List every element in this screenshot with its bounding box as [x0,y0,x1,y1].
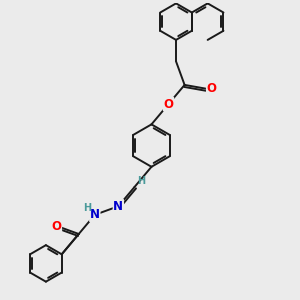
Text: O: O [207,82,217,95]
Text: N: N [90,208,100,221]
Text: O: O [51,220,62,233]
Text: O: O [164,98,173,111]
Text: H: H [83,203,92,213]
Text: N: N [113,200,123,213]
Text: H: H [137,176,145,186]
